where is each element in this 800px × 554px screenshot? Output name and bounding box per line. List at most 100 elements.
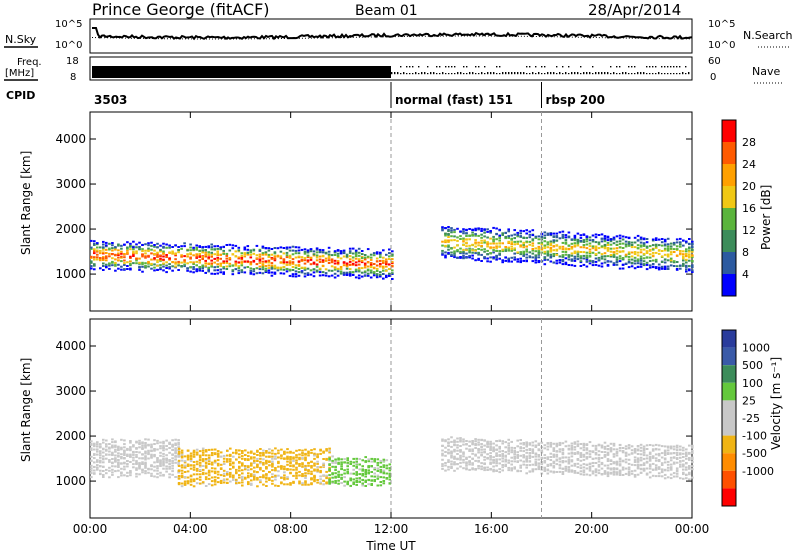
echo-cell bbox=[123, 268, 126, 271]
echo-cell bbox=[156, 461, 159, 464]
echo-cell bbox=[588, 236, 592, 239]
echo-cell bbox=[267, 267, 271, 270]
power-colorbar-segment bbox=[722, 208, 736, 230]
echo-cell bbox=[669, 456, 673, 459]
echo-cell bbox=[159, 268, 162, 271]
noise-tick-bottom-right: 10^0 bbox=[708, 40, 735, 51]
echo-cell bbox=[322, 458, 325, 460]
echo-cell bbox=[465, 456, 468, 459]
echo-cell bbox=[679, 252, 682, 255]
echo-cell bbox=[126, 246, 129, 249]
echo-cell bbox=[522, 236, 525, 239]
echo-cell bbox=[105, 472, 108, 475]
echo-cell bbox=[474, 234, 477, 237]
echo-cell bbox=[594, 236, 598, 239]
echo-cell bbox=[210, 251, 213, 254]
echo-cell bbox=[480, 248, 483, 251]
echo-cell bbox=[498, 450, 501, 453]
echo-cell bbox=[573, 446, 577, 449]
echo-cell bbox=[255, 254, 259, 257]
echo-cell bbox=[504, 460, 507, 463]
echo-cell bbox=[624, 454, 628, 457]
echo-cell bbox=[546, 246, 550, 249]
echo-cell bbox=[447, 465, 450, 468]
freq-dot bbox=[556, 66, 558, 68]
echo-cell bbox=[174, 449, 177, 452]
echo-cell bbox=[204, 465, 208, 468]
echo-cell bbox=[375, 276, 379, 279]
echo-cell bbox=[93, 250, 96, 253]
echo-cell bbox=[280, 454, 283, 457]
echo-cell bbox=[111, 465, 114, 468]
echo-cell bbox=[382, 482, 386, 485]
echo-cell bbox=[691, 271, 694, 273]
echo-cell bbox=[543, 256, 547, 259]
echo-cell bbox=[126, 453, 129, 456]
echo-cell bbox=[543, 258, 547, 261]
echo-cell bbox=[561, 255, 565, 258]
echo-cell bbox=[513, 240, 516, 243]
echo-cell bbox=[225, 244, 229, 246]
echo-cell bbox=[213, 483, 217, 486]
echo-cell bbox=[201, 246, 204, 249]
echo-cell bbox=[292, 451, 295, 454]
nave-dot bbox=[664, 73, 666, 75]
echo-cell bbox=[247, 474, 250, 477]
echo-cell bbox=[666, 259, 670, 262]
echo-cell bbox=[237, 267, 241, 269]
echo-cell bbox=[546, 241, 550, 244]
echo-cell bbox=[231, 253, 235, 256]
echo-cell bbox=[147, 451, 150, 454]
echo-cell bbox=[564, 253, 568, 256]
echo-cell bbox=[495, 448, 498, 451]
echo-cell bbox=[273, 251, 277, 254]
echo-cell bbox=[357, 274, 361, 277]
echo-cell bbox=[277, 460, 280, 463]
echo-cell bbox=[322, 465, 325, 467]
echo-cell bbox=[444, 240, 447, 242]
freq-dot bbox=[409, 66, 411, 68]
echo-cell bbox=[345, 253, 349, 256]
echo-cell bbox=[685, 253, 688, 255]
nave-dot bbox=[568, 73, 570, 75]
nave-dot bbox=[490, 73, 492, 75]
echo-cell bbox=[261, 264, 265, 267]
freq-dot bbox=[607, 72, 609, 74]
echo-cell bbox=[603, 472, 607, 475]
freq-dot bbox=[640, 72, 642, 74]
echo-cell bbox=[495, 254, 498, 257]
echo-cell bbox=[99, 452, 102, 455]
echo-cell bbox=[150, 258, 153, 261]
echo-cell bbox=[165, 445, 168, 447]
echo-cell bbox=[657, 238, 661, 241]
echo-cell bbox=[441, 452, 444, 455]
echo-cell bbox=[645, 238, 649, 240]
echo-cell bbox=[186, 454, 190, 457]
echo-cell bbox=[195, 264, 198, 267]
echo-cell bbox=[483, 256, 486, 259]
echo-cell bbox=[447, 239, 450, 242]
echo-cell bbox=[261, 266, 265, 268]
echo-cell bbox=[108, 242, 111, 245]
echo-cell bbox=[519, 240, 522, 243]
echo-cell bbox=[621, 267, 625, 270]
echo-cell bbox=[585, 258, 589, 261]
echo-cell bbox=[114, 454, 117, 457]
echo-cell bbox=[322, 483, 325, 486]
echo-cell bbox=[459, 250, 462, 253]
echo-cell bbox=[537, 256, 541, 259]
echo-cell bbox=[159, 248, 162, 251]
echo-cell bbox=[382, 267, 385, 270]
echo-cell bbox=[612, 444, 616, 447]
echo-cell bbox=[237, 256, 241, 259]
echo-cell bbox=[177, 264, 180, 267]
echo-cell bbox=[594, 453, 598, 456]
echo-cell bbox=[372, 272, 376, 275]
echo-cell bbox=[555, 244, 559, 247]
echo-cell bbox=[258, 268, 262, 271]
echo-cell bbox=[685, 250, 688, 253]
echo-cell bbox=[174, 262, 177, 265]
freq-dot bbox=[391, 72, 393, 74]
echo-cell bbox=[474, 233, 477, 236]
echo-cell bbox=[213, 467, 217, 470]
